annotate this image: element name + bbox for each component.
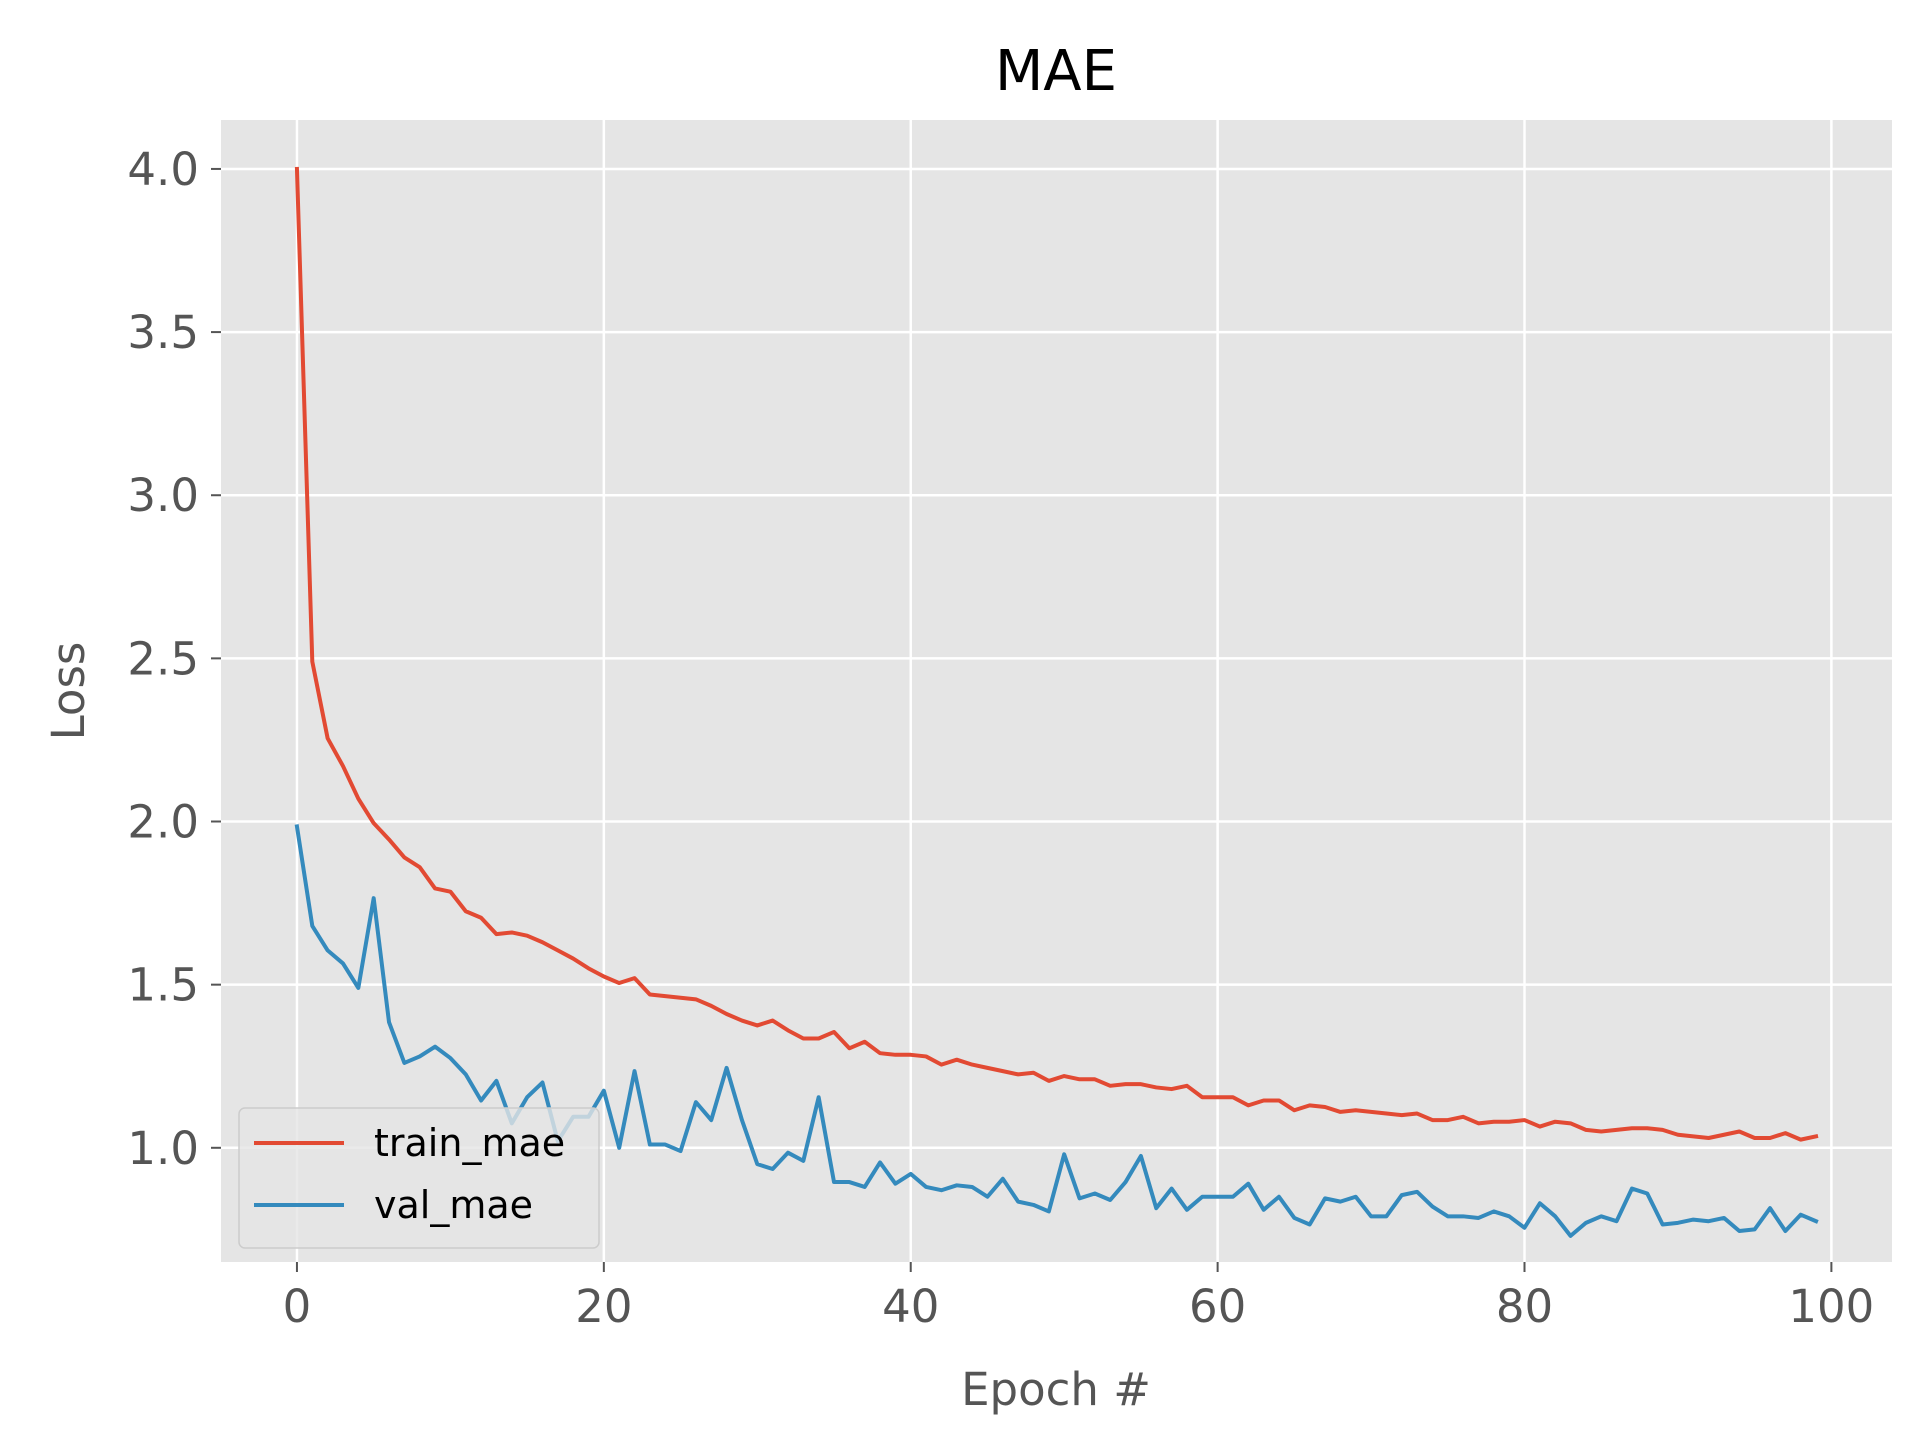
legend: train_mae val_mae: [238, 1107, 600, 1249]
legend-label-val: val_mae: [374, 1183, 533, 1227]
y-tick-label: 3.0: [127, 469, 199, 522]
plot-background: [221, 120, 1892, 1262]
x-tick-label: 20: [575, 1280, 632, 1333]
y-tick-label: 1.5: [127, 959, 199, 1012]
y-axis-label: Loss: [42, 642, 95, 741]
y-tick-label: 4.0: [127, 143, 199, 196]
y-tick-label: 3.5: [127, 306, 199, 359]
x-tick-label: 40: [882, 1280, 939, 1333]
x-axis-label: Epoch #: [961, 1363, 1151, 1416]
legend-label-train: train_mae: [374, 1121, 565, 1165]
x-tick-label: 100: [1788, 1280, 1874, 1333]
y-tick-label: 2.5: [127, 632, 199, 685]
grid-lines: [221, 120, 1892, 1262]
chart-title: MAE: [995, 39, 1117, 104]
y-tick-label: 1.0: [127, 1122, 199, 1175]
x-tick-label: 80: [1496, 1280, 1553, 1333]
x-tick-label: 0: [283, 1280, 312, 1333]
axis-ticks: 0 20 40 60 80 100 1.0 1.5 2.0 2.5 3.0 3.5 4.0: [127, 143, 1874, 1333]
y-tick-label: 2.0: [127, 796, 199, 849]
series-line-train-mae: [294, 166, 1819, 1142]
x-tick-label: 60: [1189, 1280, 1246, 1333]
